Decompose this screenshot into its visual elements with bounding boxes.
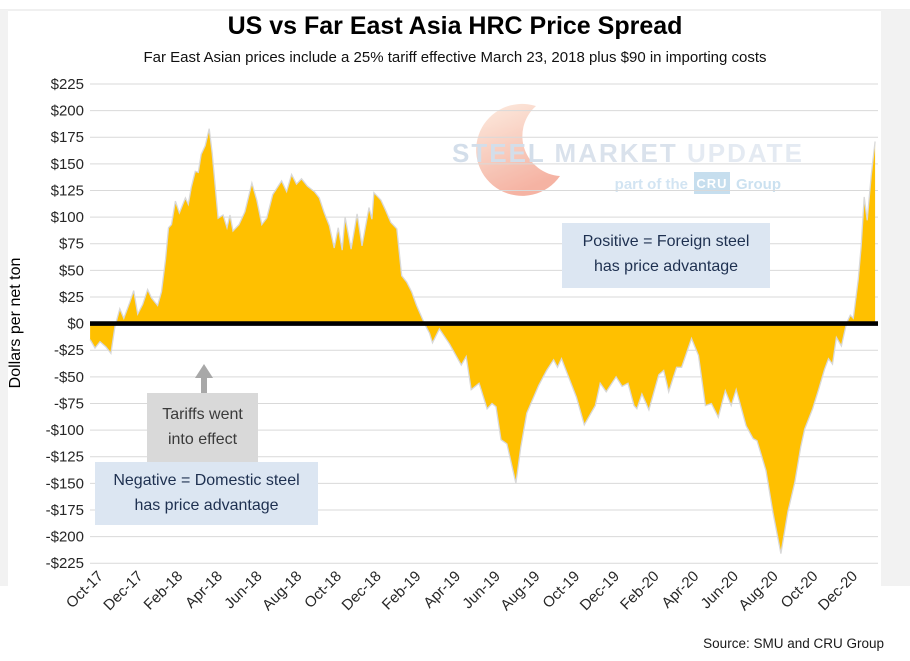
svg-text:Dec-17: Dec-17	[100, 568, 146, 614]
crescent-icon	[476, 103, 560, 196]
watermark-logo: STEEL MARKET UPDATE part of the CRU Group	[452, 103, 804, 196]
svg-text:-$225: -$225	[46, 555, 84, 572]
svg-text:Dec-18: Dec-18	[339, 568, 385, 614]
svg-text:Oct-19: Oct-19	[539, 568, 583, 612]
svg-text:$75: $75	[59, 236, 84, 253]
x-axis-labels: Oct-17Dec-17Feb-18Apr-18Jun-18Aug-18Oct-…	[63, 568, 861, 614]
svg-text:-$50: -$50	[54, 369, 84, 386]
svg-text:-$100: -$100	[46, 422, 84, 439]
svg-text:Oct-20: Oct-20	[778, 568, 822, 612]
svg-text:-$25: -$25	[54, 342, 84, 359]
page-title: US vs Far East Asia HRC Price Spread	[227, 12, 683, 40]
negative-note-line1: Negative = Domestic steel	[113, 472, 300, 489]
up-arrow-head-icon	[195, 364, 213, 378]
svg-text:$0: $0	[67, 316, 84, 333]
spread-area-edge	[89, 128, 876, 554]
svg-text:CRU: CRU	[696, 176, 727, 191]
tariff-note-line1: Tariffs went	[162, 406, 243, 423]
negative-note: Negative = Domestic steel has price adva…	[95, 462, 318, 525]
svg-text:Oct-18: Oct-18	[301, 568, 345, 612]
negative-note-line2: has price advantage	[134, 497, 279, 514]
y-axis-labels: $225 $200 $175 $150 $125 $100 $75 $50 $25 $0 -$25 -…	[46, 76, 84, 572]
svg-text:STEEL MARKET UPDATE: STEEL MARKET UPDATE	[452, 138, 804, 168]
source-caption: Source: SMU and CRU Group	[703, 636, 884, 651]
up-arrow-icon	[201, 378, 207, 394]
frame-line-top	[0, 9, 910, 11]
positive-note-line2: has price advantage	[593, 258, 739, 275]
svg-text:$50: $50	[59, 262, 84, 279]
svg-text:-$125: -$125	[46, 449, 84, 466]
svg-text:Feb-18: Feb-18	[141, 568, 187, 614]
svg-text:-$200: -$200	[46, 529, 84, 546]
svg-text:$150: $150	[51, 156, 84, 173]
svg-text:$100: $100	[51, 209, 84, 226]
spread-area	[90, 128, 876, 554]
svg-text:Oct-17: Oct-17	[63, 568, 107, 612]
svg-text:Jun-19: Jun-19	[459, 568, 503, 612]
svg-text:-$175: -$175	[46, 502, 84, 519]
frame-shade-left	[0, 10, 8, 586]
svg-text:-$150: -$150	[46, 475, 84, 492]
svg-text:Aug-18: Aug-18	[259, 568, 305, 614]
svg-text:Dec-19: Dec-19	[577, 568, 623, 614]
y-axis-title: Dollars per net ton	[7, 258, 24, 389]
svg-text:-$75: -$75	[54, 395, 84, 412]
frame-shade-right	[881, 10, 910, 586]
page-subtitle: Far East Asian prices include a 25% tari…	[143, 49, 767, 66]
svg-text:$200: $200	[51, 103, 84, 120]
tariff-note: Tariffs went into effect	[147, 393, 258, 463]
svg-text:Jun-18: Jun-18	[221, 568, 265, 612]
svg-text:Group: Group	[736, 176, 781, 193]
svg-text:$25: $25	[59, 289, 84, 306]
svg-text:Feb-20: Feb-20	[617, 568, 663, 614]
svg-text:Feb-19: Feb-19	[379, 568, 425, 614]
svg-text:Aug-20: Aug-20	[736, 568, 782, 614]
svg-text:$125: $125	[51, 182, 84, 199]
svg-text:Apr-19: Apr-19	[420, 568, 464, 612]
svg-text:Aug-19: Aug-19	[497, 568, 543, 614]
svg-text:Apr-18: Apr-18	[182, 568, 226, 612]
svg-text:Dec-20: Dec-20	[815, 568, 861, 614]
tariff-note-line2: into effect	[167, 431, 238, 448]
positive-note: Positive = Foreign steel has price advan…	[562, 223, 770, 288]
svg-text:Apr-20: Apr-20	[658, 568, 702, 612]
svg-text:Jun-20: Jun-20	[698, 568, 742, 612]
svg-text:$225: $225	[51, 76, 84, 93]
svg-text:$175: $175	[51, 129, 84, 146]
svg-text:part of the: part of the	[615, 176, 688, 193]
cru-logo-box	[694, 172, 730, 194]
positive-note-line1: Positive = Foreign steel	[582, 233, 750, 250]
